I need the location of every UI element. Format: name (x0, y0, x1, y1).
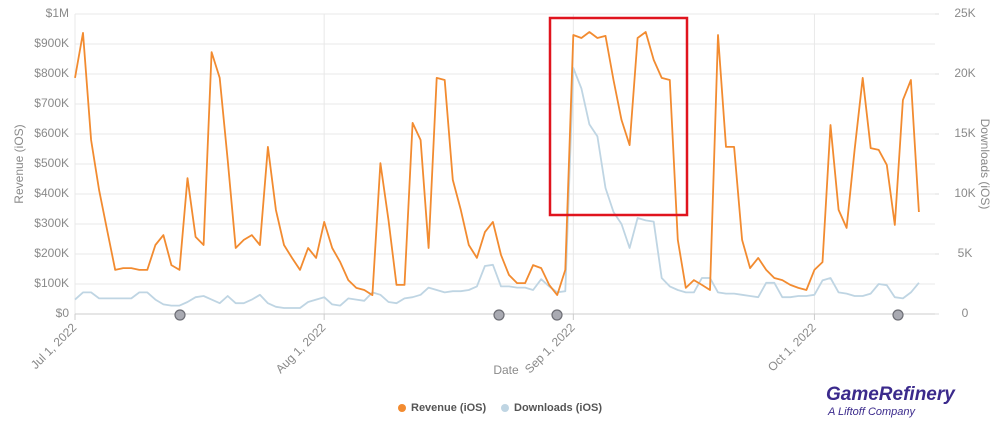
y-tick-label: $800K (34, 66, 69, 80)
y2-tick-label: 25K (954, 6, 975, 20)
range-handle (892, 309, 904, 321)
x-tick-label: Aug 1, 2022 (273, 320, 329, 376)
x-tick-label: Sep 1, 2022 (522, 320, 578, 376)
highlight-box (548, 16, 689, 217)
x-tick-label: Jul 1, 2022 (28, 320, 80, 372)
logo-tagline: A Liftoff Company (827, 406, 917, 418)
y-tick-label: $500K (34, 156, 69, 170)
legend-swatch (501, 404, 509, 412)
range-handle (493, 309, 505, 321)
y-tick-label: $400K (34, 186, 69, 200)
x-axis-title: Date (493, 363, 519, 377)
y2-tick-label: 10K (954, 186, 975, 200)
y-tick-label: $200K (34, 246, 69, 260)
y2-tick-label: 20K (954, 66, 975, 80)
y-tick-label: $100K (34, 276, 69, 290)
legend: Revenue (iOS) Downloads (iOS) (398, 402, 602, 414)
legend-label[interactable]: Revenue (iOS) (411, 402, 487, 414)
range-handle (551, 309, 563, 321)
series-line (74, 31, 920, 296)
y2-tick-label: 0 (962, 306, 969, 320)
x-tick-label: Oct 1, 2022 (765, 320, 819, 374)
y2-axis-title: Downloads (iOS) (978, 119, 992, 210)
y-axis-title: Revenue (iOS) (12, 124, 26, 203)
y2-tick-label: 5K (958, 246, 973, 260)
legend-label[interactable]: Downloads (iOS) (514, 402, 602, 414)
y-tick-label: $1M (46, 6, 69, 20)
series-line (74, 67, 920, 309)
logo: GameRefinery (826, 384, 956, 405)
y-tick-label: $700K (34, 96, 69, 110)
y-tick-label: $600K (34, 126, 69, 140)
y-tick-label: $900K (34, 36, 69, 50)
y2-tick-label: 15K (954, 126, 975, 140)
range-handle (174, 309, 186, 321)
legend-swatch (398, 404, 406, 412)
y-tick-label: $300K (34, 216, 69, 230)
y-tick-label: $0 (56, 306, 70, 320)
